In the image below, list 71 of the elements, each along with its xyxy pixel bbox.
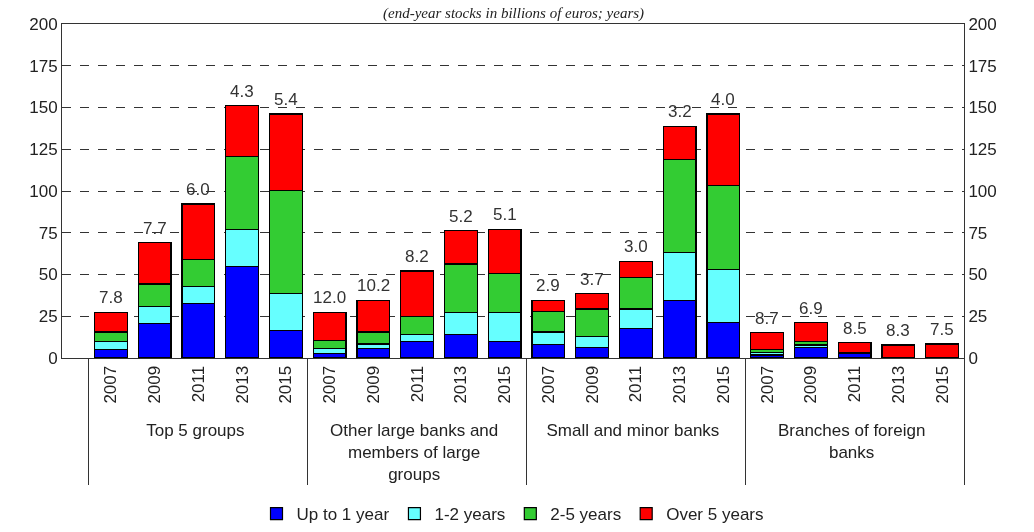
- annotation: 12.0: [313, 288, 347, 307]
- y2-tick-label: 150: [968, 98, 997, 118]
- x-tick-label: 2015: [276, 365, 296, 404]
- y2-tick-label: 25: [968, 307, 988, 327]
- x-tick-label: 2009: [801, 365, 821, 404]
- y-tick-label: 0: [48, 348, 58, 368]
- x-tick-label: 2007: [101, 365, 121, 404]
- annotation: 3.0: [624, 237, 648, 256]
- annotation: 4.3: [230, 82, 254, 101]
- y2-tick-label: 175: [968, 56, 997, 76]
- x-tick-label: 2011: [188, 365, 208, 403]
- annotation: 8.3: [886, 321, 910, 340]
- x-tick-label: 2015: [932, 365, 952, 404]
- chart-subtitle: (end-year stocks in billions of euros; years): [383, 5, 645, 22]
- text: Other large banks and members of large groups: [330, 421, 499, 485]
- annotation: 5.2: [449, 207, 473, 226]
- y2-tick-label: 125: [968, 140, 997, 160]
- annotation: 5.4: [274, 90, 298, 109]
- annotation: 3.2: [668, 102, 692, 121]
- text: Small and minor banks: [546, 421, 720, 441]
- x-tick-label: 2007: [320, 365, 340, 404]
- bar: [793, 322, 828, 343]
- annotation: 8.2: [405, 247, 429, 266]
- annotation: 7.7: [143, 219, 167, 238]
- annotation: 2.9: [536, 276, 560, 295]
- x-tick-label: 2015: [495, 365, 515, 404]
- x-tick-label: 2013: [451, 365, 471, 404]
- annotation: 8.5: [843, 319, 867, 338]
- x-tick-label: 2007: [538, 365, 558, 404]
- y-tick-label: 75: [38, 223, 58, 243]
- bar: [837, 342, 872, 354]
- x-tick-label: 2009: [145, 365, 165, 404]
- annotation: 3.7: [580, 270, 604, 289]
- y-tick-label: 25: [38, 307, 58, 327]
- y-tick-label: 100: [29, 181, 58, 201]
- bar: [750, 332, 785, 351]
- legend-label: Over 5 years: [666, 505, 764, 525]
- annotation: 4.0: [711, 90, 735, 109]
- x-tick-label: 2015: [713, 365, 733, 404]
- annotation: 8.7: [755, 309, 779, 328]
- text: Branches of foreign banks: [777, 421, 926, 463]
- text: Top 5 groups: [146, 421, 245, 441]
- x-tick-label: 2007: [757, 365, 777, 404]
- legend-label: 2-5 years: [550, 505, 622, 525]
- x-tick-label: 2011: [845, 365, 865, 403]
- y2-tick-label: 0: [968, 348, 978, 368]
- x-tick-label: 2009: [582, 365, 602, 404]
- legend-label: Up to 1 year: [296, 505, 390, 525]
- x-tick-label: 2009: [363, 365, 383, 404]
- y2-tick-label: 200: [968, 14, 997, 34]
- x-tick-label: 2013: [670, 365, 690, 404]
- y-tick-label: 125: [29, 140, 58, 160]
- annotation: 6.9: [799, 299, 823, 318]
- x-tick-label: 2011: [407, 365, 427, 403]
- x-tick-label: 2013: [888, 365, 908, 404]
- y2-tick-label: 75: [968, 223, 988, 243]
- x-tick-label: 2013: [232, 365, 252, 404]
- x-tick-label: 2011: [626, 365, 646, 403]
- y-tick-label: 50: [38, 265, 58, 285]
- annotation: 5.1: [493, 205, 517, 224]
- bar: [925, 343, 960, 358]
- y-tick-label: 200: [29, 14, 58, 34]
- legend-label: 1-2 years: [434, 505, 506, 525]
- y-tick-label: 175: [29, 56, 58, 76]
- annotation: 7.8: [99, 288, 123, 307]
- y-tick-label: 150: [29, 98, 58, 118]
- annotation: 7.5: [930, 320, 954, 339]
- annotation: 10.2: [357, 276, 391, 295]
- y2-tick-label: 100: [968, 181, 997, 201]
- bar: [881, 344, 916, 358]
- y2-tick-label: 50: [968, 265, 988, 285]
